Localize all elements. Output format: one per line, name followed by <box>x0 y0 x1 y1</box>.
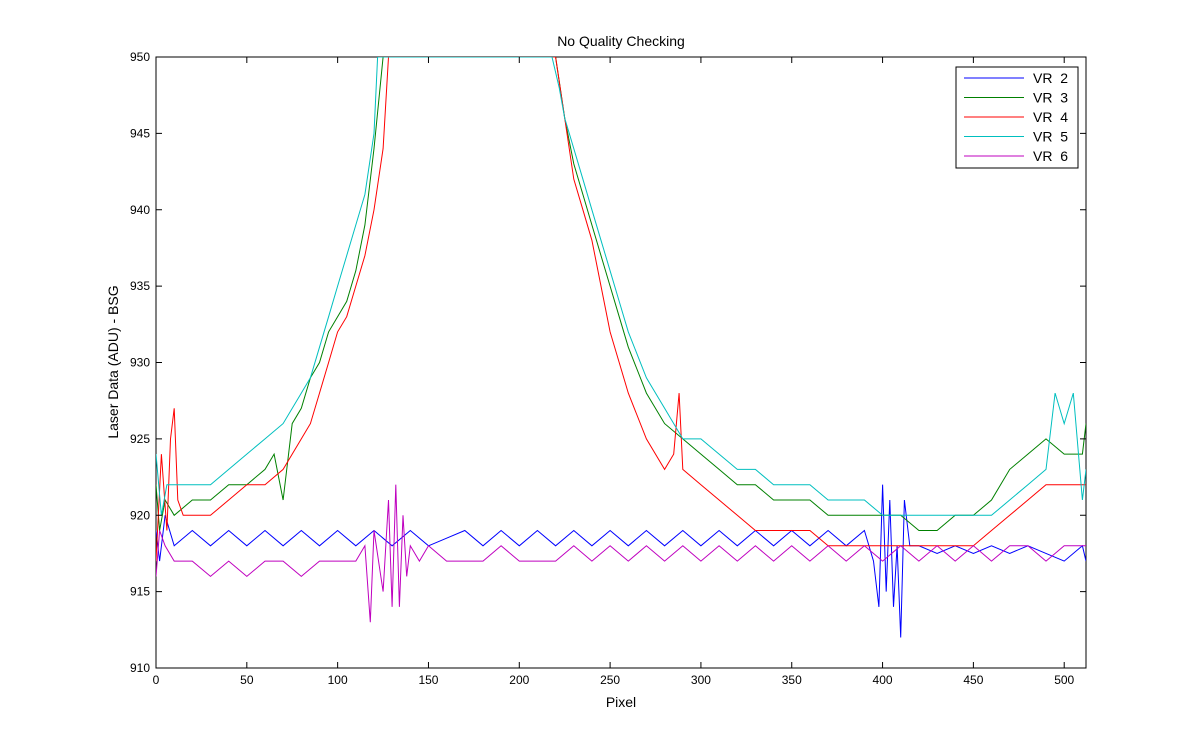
series-line-vr-3 <box>156 57 1086 531</box>
y-tick-label: 950 <box>130 50 150 64</box>
legend: VR 2 VR 3 VR 4 VR 5 VR 6 <box>955 66 1079 169</box>
series-layer <box>156 57 1086 638</box>
x-tick-label: 450 <box>963 673 983 687</box>
y-axis: 910 915 920 925 930 935 940 945 950 <box>130 50 1086 675</box>
x-tick-label: 350 <box>782 673 802 687</box>
x-tick-label: 100 <box>328 673 348 687</box>
y-tick-label: 910 <box>130 661 150 675</box>
plot-area <box>155 56 1087 669</box>
y-tick-label: 930 <box>130 356 150 370</box>
y-tick-label: 915 <box>130 585 150 599</box>
legend-label: VR 3 <box>1033 90 1068 106</box>
legend-label: VR 6 <box>1033 148 1068 164</box>
legend-label: VR 2 <box>1033 70 1068 86</box>
y-axis-label: Laser Data (ADU) - BSG <box>105 285 121 438</box>
series-line-vr-4 <box>156 57 1086 562</box>
x-axis: 0 50 100 150 200 250 300 350 400 450 500 <box>153 57 1075 687</box>
y-tick-label: 925 <box>130 432 150 446</box>
x-tick-label: 250 <box>600 673 620 687</box>
x-tick-label: 300 <box>691 673 711 687</box>
series-line-vr-5 <box>156 57 1086 516</box>
x-tick-label: 400 <box>873 673 893 687</box>
y-tick-label: 935 <box>130 279 150 293</box>
x-tick-label: 0 <box>153 673 160 687</box>
y-tick-label: 940 <box>130 203 150 217</box>
x-tick-label: 500 <box>1054 673 1074 687</box>
y-tick-label: 920 <box>130 508 150 522</box>
series-line-vr-6 <box>156 484 1086 623</box>
x-tick-label: 50 <box>240 673 254 687</box>
x-tick-label: 150 <box>418 673 438 687</box>
x-tick-label: 200 <box>509 673 529 687</box>
y-tick-label: 945 <box>130 126 150 140</box>
x-axis-label: Pixel <box>606 694 636 710</box>
legend-label: VR 5 <box>1033 129 1068 145</box>
legend-label: VR 4 <box>1033 109 1068 125</box>
chart-title: No Quality Checking <box>557 33 685 49</box>
